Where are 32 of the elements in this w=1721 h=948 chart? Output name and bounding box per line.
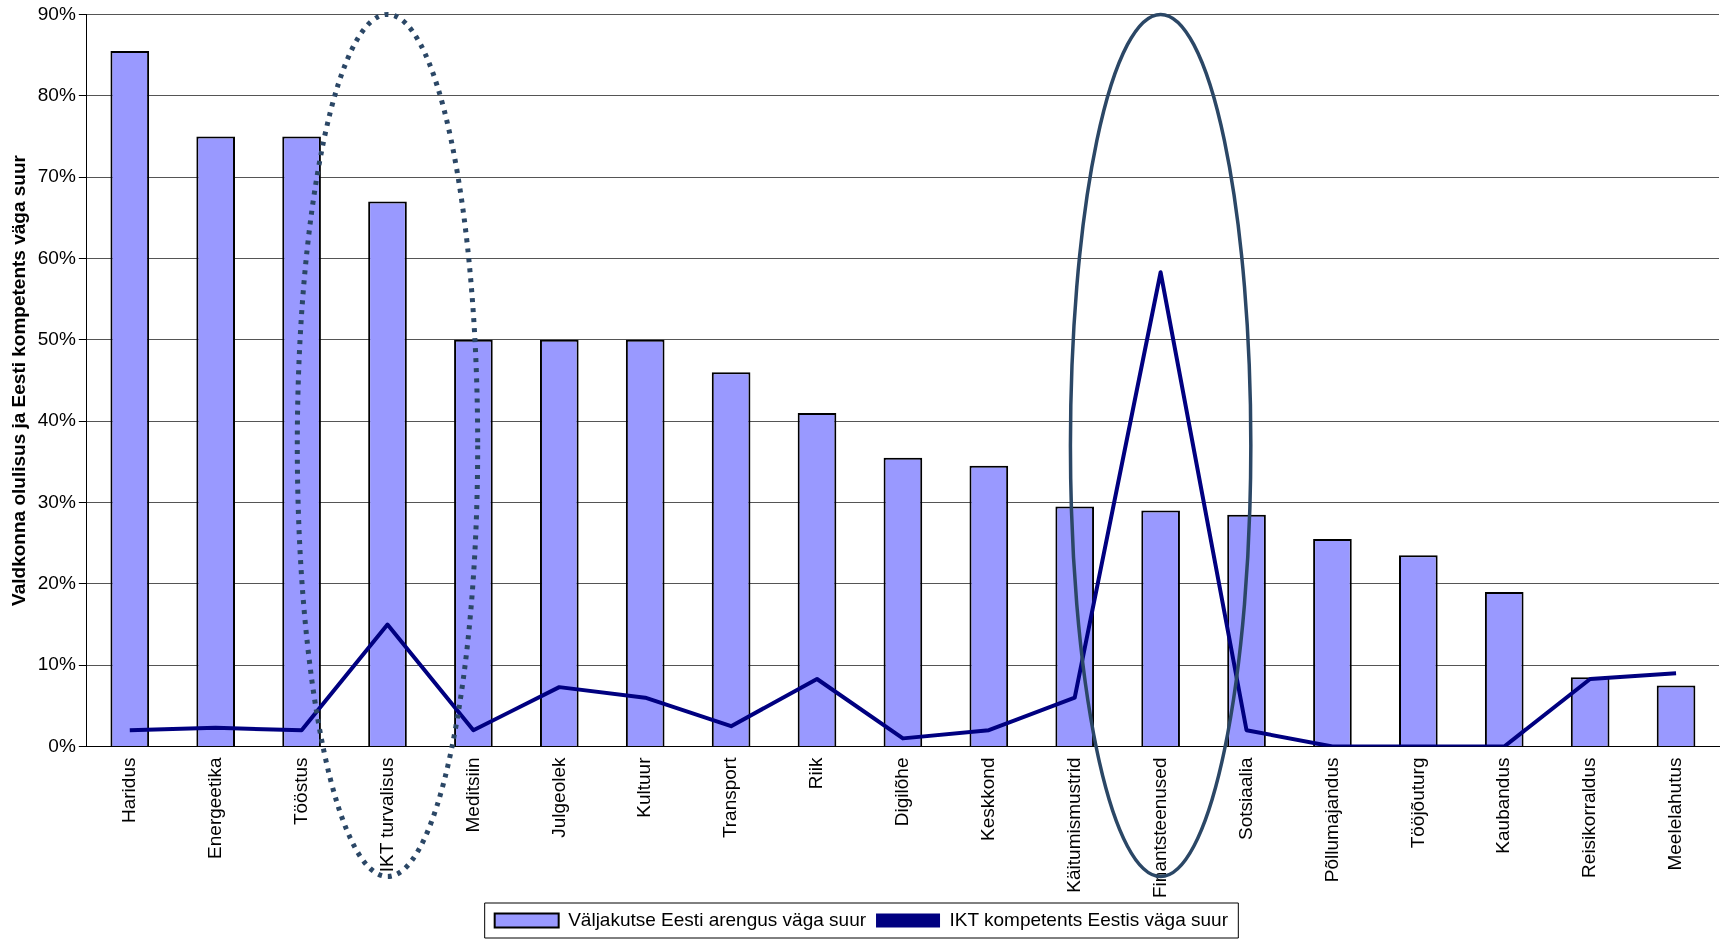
x-tick-label: Finantsteenused — [1148, 757, 1170, 899]
legend-label: IKT kompetents Eestis väga suur — [949, 908, 1229, 930]
legend-label: Väljakutse Eesti arengus väga suur — [568, 908, 867, 930]
x-tick-label: Energeetika — [203, 757, 225, 859]
y-tick-label: 80% — [37, 83, 76, 105]
y-tick-label: 10% — [37, 653, 76, 675]
x-tick-label: Riik — [805, 757, 827, 790]
x-tick-label: Reisikorraldus — [1578, 757, 1600, 878]
x-tick-label: Haridus — [118, 757, 140, 823]
x-tick-label: Sotsiaalia — [1234, 757, 1256, 840]
x-tick-label: Digilõhe — [891, 757, 913, 827]
x-tick-label: Tööjõuturg — [1406, 757, 1428, 849]
x-tick-label: Põllumajandus — [1320, 757, 1342, 883]
y-tick-label: 90% — [37, 2, 76, 24]
x-tick-label: Tööstus — [289, 757, 311, 826]
y-tick-label: 20% — [37, 572, 76, 594]
x-tick-label: Käitumismustrid — [1062, 757, 1084, 893]
x-tick-label: Kultuur — [633, 756, 655, 818]
x-tick-label: Transport — [719, 756, 741, 839]
x-tick-label: Meditsiin — [461, 757, 483, 833]
y-tick-label: 30% — [37, 490, 76, 512]
y-tick-label: 60% — [37, 246, 76, 268]
y-axis-title: Valdkonna olulisus ja Eesti kompetents väga suur — [7, 154, 29, 606]
x-tick-label: Kaubandus — [1492, 757, 1514, 854]
y-tick-label: 0% — [48, 734, 76, 756]
x-tick-label: Keskkond — [977, 757, 999, 841]
x-tick-label: Meelelahutus — [1664, 757, 1686, 871]
y-tick-label: 70% — [37, 165, 76, 187]
y-tick-label: 40% — [37, 409, 76, 431]
x-tick-label: Julgeolek — [547, 757, 569, 838]
x-tick-label: IKT turvalisus — [375, 757, 397, 873]
y-tick-label: 50% — [37, 328, 76, 350]
